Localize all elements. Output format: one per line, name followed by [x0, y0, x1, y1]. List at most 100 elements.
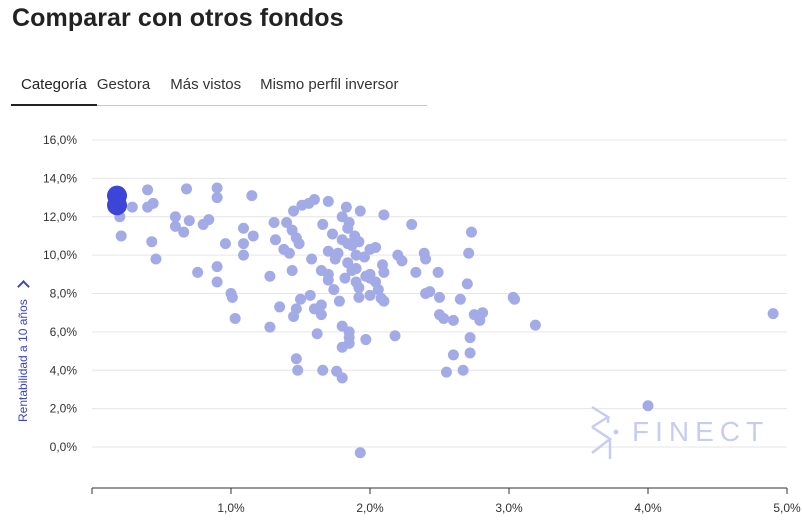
data-point[interactable] [286, 264, 298, 276]
data-point[interactable] [378, 209, 390, 221]
data-point[interactable] [229, 312, 241, 324]
tab-mismo-perfil[interactable]: Mismo perfil inversor [260, 76, 399, 93]
data-point[interactable] [353, 282, 365, 294]
data-point[interactable] [332, 247, 344, 259]
highlighted-point[interactable] [107, 195, 128, 216]
data-point[interactable] [281, 217, 293, 229]
data-point[interactable] [203, 214, 215, 226]
data-point[interactable] [465, 226, 477, 238]
data-point[interactable] [336, 372, 348, 384]
data-point[interactable] [226, 291, 238, 303]
data-point[interactable] [354, 447, 366, 459]
data-point[interactable] [434, 291, 445, 303]
data-point[interactable] [447, 314, 459, 326]
data-point[interactable] [438, 312, 450, 324]
data-point[interactable] [183, 215, 195, 227]
data-point[interactable] [268, 217, 280, 229]
data-point[interactable] [293, 238, 305, 250]
data-point[interactable] [461, 278, 473, 290]
data-point[interactable] [454, 293, 466, 305]
data-point[interactable] [322, 195, 334, 207]
data-point[interactable] [353, 236, 365, 248]
data-point[interactable] [360, 334, 372, 346]
data-point[interactable] [396, 255, 408, 267]
data-point[interactable] [246, 190, 258, 202]
data-point[interactable] [169, 220, 181, 232]
data-point[interactable] [464, 332, 476, 344]
data-point[interactable] [304, 289, 316, 301]
data-point[interactable] [457, 364, 469, 376]
data-point[interactable] [142, 184, 154, 196]
data-point[interactable] [288, 205, 300, 217]
data-point[interactable] [211, 276, 223, 288]
data-point[interactable] [315, 299, 327, 311]
data-point[interactable] [420, 253, 432, 265]
data-point[interactable] [315, 309, 327, 321]
data-point[interactable] [146, 236, 158, 248]
data-point[interactable] [238, 249, 250, 261]
data-point[interactable] [290, 353, 302, 365]
data-point[interactable] [295, 293, 306, 305]
data-point[interactable] [147, 197, 159, 209]
data-point[interactable] [333, 295, 345, 307]
data-point[interactable] [322, 274, 334, 286]
data-point[interactable] [340, 201, 352, 213]
data-point[interactable] [406, 218, 418, 230]
data-point[interactable] [238, 238, 250, 250]
data-point[interactable] [378, 295, 390, 307]
data-point[interactable] [317, 218, 329, 230]
data-point[interactable] [292, 364, 304, 376]
data-point[interactable] [211, 261, 223, 273]
data-point[interactable] [126, 201, 138, 213]
data-point[interactable] [247, 230, 259, 242]
data-point[interactable] [322, 245, 334, 257]
data-point[interactable] [529, 319, 541, 331]
data-point[interactable] [306, 253, 318, 265]
data-point[interactable] [358, 251, 370, 263]
data-point[interactable] [219, 238, 231, 250]
data-point[interactable] [178, 226, 190, 238]
data-point[interactable] [317, 364, 329, 376]
data-point[interactable] [447, 349, 459, 361]
data-point[interactable] [509, 293, 521, 305]
tab-gestora[interactable]: Gestora [96, 76, 151, 93]
data-point[interactable] [328, 284, 340, 296]
data-point[interactable] [354, 205, 366, 217]
data-point[interactable] [432, 266, 444, 278]
data-point[interactable] [767, 308, 779, 320]
tab-mas-vistos[interactable]: Más vistos [170, 76, 242, 93]
data-point[interactable] [115, 230, 127, 242]
data-point[interactable] [389, 330, 401, 342]
data-point[interactable] [211, 182, 223, 194]
data-point[interactable] [364, 289, 376, 301]
y-axis-selector[interactable]: Rentabilidad a 10 años [16, 280, 30, 422]
data-point[interactable] [378, 266, 390, 278]
data-point[interactable] [150, 253, 162, 265]
data-point[interactable] [169, 211, 181, 223]
data-point[interactable] [269, 234, 281, 246]
data-point[interactable] [353, 291, 365, 303]
data-point[interactable] [238, 222, 250, 234]
data-point[interactable] [372, 284, 384, 296]
data-point[interactable] [642, 400, 654, 412]
data-point[interactable] [370, 241, 382, 253]
data-point[interactable] [424, 286, 436, 298]
data-point[interactable] [326, 228, 338, 240]
data-point[interactable] [274, 301, 286, 313]
data-point[interactable] [288, 311, 300, 323]
data-point[interactable] [343, 337, 355, 349]
data-point[interactable] [264, 321, 276, 333]
data-point[interactable] [343, 217, 355, 229]
data-point[interactable] [410, 266, 422, 278]
data-point[interactable] [350, 263, 362, 275]
data-point[interactable] [192, 266, 204, 278]
data-point[interactable] [440, 366, 452, 378]
data-point[interactable] [211, 192, 223, 204]
data-point[interactable] [463, 247, 475, 259]
data-point[interactable] [264, 270, 276, 282]
data-point[interactable] [283, 247, 295, 259]
data-point[interactable] [311, 328, 323, 340]
tab-categoria[interactable]: Categoría [11, 72, 97, 106]
data-point[interactable] [308, 193, 320, 205]
data-point[interactable] [477, 307, 489, 319]
